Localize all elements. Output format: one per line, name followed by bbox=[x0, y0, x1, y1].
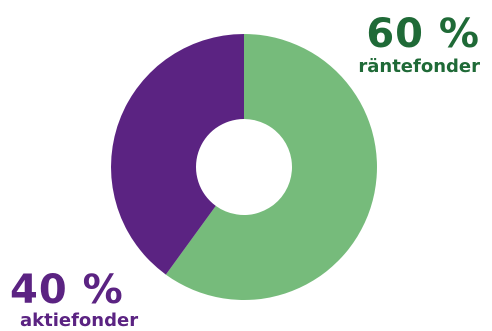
slice-rantefonder bbox=[165, 34, 377, 300]
slice-name-rantefonder: räntefonder bbox=[358, 56, 480, 77]
slice-percent-aktiefonder: 40 % bbox=[10, 267, 124, 313]
slice-aktiefonder bbox=[110, 34, 244, 275]
slice-percent-rantefonder: 60 % bbox=[366, 11, 480, 57]
slice-label-rantefonder: 60 % räntefonder bbox=[358, 14, 480, 76]
slice-name-aktiefonder: aktiefonder bbox=[20, 310, 139, 331]
slice-label-aktiefonder: 40 % aktiefonder bbox=[10, 270, 138, 330]
